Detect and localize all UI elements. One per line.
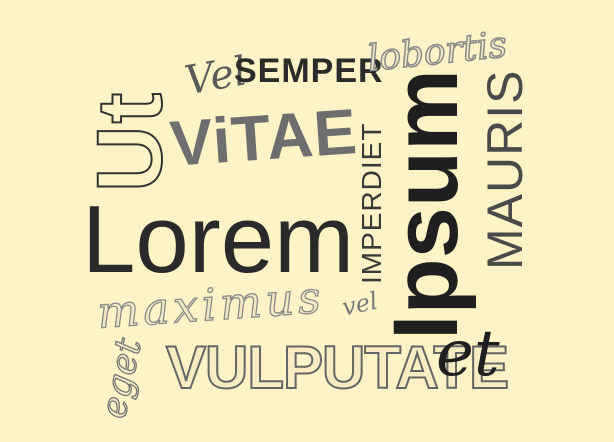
word-semper: SEMPER <box>234 52 384 90</box>
word-vitae: ViTAE <box>167 94 360 180</box>
word-lorem: Lorem <box>82 186 355 293</box>
word-et: et <box>436 317 500 391</box>
word-maximus: maximus <box>95 271 327 339</box>
word-vel-small: vel <box>339 286 381 322</box>
word-vulputate: VULPUTATE <box>165 334 510 401</box>
word-mauris: MAURIS <box>477 69 533 270</box>
word-eget: eget <box>92 334 150 422</box>
word-ipsum: Ipsum <box>375 69 477 340</box>
word-ut: Ut <box>78 90 182 193</box>
